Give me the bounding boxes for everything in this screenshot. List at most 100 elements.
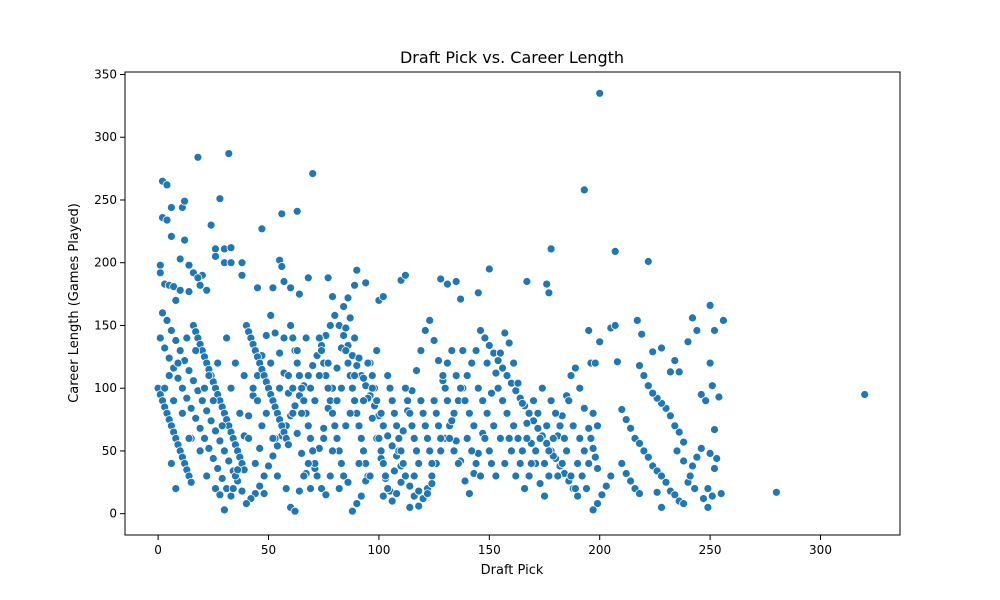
scatter-point: [586, 433, 596, 443]
scatter-point: [275, 383, 285, 393]
scatter-point: [544, 446, 554, 456]
scatter-point: [182, 333, 192, 343]
scatter-point: [610, 321, 620, 330]
scatter-point: [674, 427, 684, 437]
scatter-point: [350, 396, 360, 406]
scatter-point: [294, 486, 304, 496]
scatter-point: [175, 346, 185, 356]
scatter-point: [431, 408, 441, 418]
scatter-point: [303, 371, 313, 381]
scatter-point: [502, 408, 512, 418]
scatter-point: [359, 446, 368, 456]
scatter-point: [193, 152, 203, 162]
scatter-point: [334, 484, 344, 494]
scatter-point: [447, 346, 457, 356]
scatter-point: [546, 396, 556, 406]
scatter-point: [643, 452, 653, 462]
scatter-point: [180, 235, 190, 245]
scatter-point: [400, 383, 410, 393]
scatter-point: [710, 326, 719, 335]
scatter-point: [166, 326, 176, 335]
scatter-point: [332, 363, 342, 373]
scatter-point: [557, 459, 567, 468]
scatter-point: [180, 196, 190, 206]
scatter-point: [425, 446, 435, 456]
scatter-point: [347, 506, 357, 516]
scatter-point: [593, 464, 602, 473]
scatter-point: [319, 423, 329, 433]
scatter-point: [451, 371, 461, 381]
scatter-point: [202, 471, 212, 481]
scatter-point: [476, 471, 485, 481]
scatter-point: [259, 489, 269, 499]
scatter-point: [529, 396, 538, 406]
scatter-point: [412, 366, 421, 376]
scatter-point: [303, 421, 313, 431]
plot-frame: [124, 71, 901, 536]
scatter-point: [696, 390, 706, 399]
scatter-point: [535, 479, 545, 489]
scatter-point: [268, 451, 278, 461]
scatter-point: [617, 459, 627, 468]
scatter-point: [416, 346, 426, 356]
scatter-point: [237, 258, 247, 268]
scatter-point: [635, 438, 644, 448]
scatter-point: [206, 220, 216, 230]
scatter-point: [378, 459, 388, 468]
scatter-point: [566, 371, 576, 381]
scatter-point: [772, 487, 781, 497]
scatter-point: [325, 471, 335, 481]
scatter-point: [707, 491, 717, 501]
scatter-point: [219, 505, 229, 515]
scatter-point: [582, 484, 591, 494]
scatter-point: [339, 331, 349, 340]
scatter-point: [191, 346, 201, 356]
scatter-point: [462, 433, 472, 443]
scatter-point: [155, 260, 165, 270]
scatter-point: [257, 224, 267, 234]
scatter-point: [341, 346, 351, 356]
scatter-point: [226, 258, 236, 268]
scatter-point: [584, 423, 594, 433]
scatter-point: [387, 396, 397, 406]
scatter-point: [588, 443, 598, 453]
scatter-point: [621, 415, 631, 425]
scatter-point: [195, 423, 205, 433]
scatter-point: [367, 383, 377, 393]
scatter-point: [204, 371, 214, 381]
scatter-point: [184, 260, 194, 270]
scatter-point: [657, 343, 666, 353]
scatter-point: [626, 476, 635, 486]
scatter-point: [445, 433, 455, 443]
y-tick-label: 300: [94, 130, 117, 144]
scatter-point: [495, 348, 505, 358]
scatter-point: [314, 333, 324, 343]
scatter-point: [166, 459, 176, 468]
scatter-point: [200, 383, 209, 393]
scatter-point: [215, 194, 225, 204]
scatter-point: [292, 428, 302, 438]
scatter-point: [286, 283, 296, 293]
scatter-point: [339, 471, 349, 481]
scatter-point: [160, 383, 170, 393]
scatter-point: [279, 333, 289, 343]
scatter-point: [427, 479, 437, 489]
x-tick-label: 200: [588, 543, 611, 557]
scatter-point: [155, 333, 165, 343]
scatter-point: [560, 433, 569, 443]
scatter-point: [217, 474, 227, 483]
scatter-point: [343, 358, 353, 368]
scatter-point: [319, 433, 329, 443]
scatter-point: [506, 446, 516, 456]
scatter-point: [160, 343, 170, 353]
scatter-point: [489, 421, 499, 431]
scatter-point: [182, 393, 192, 403]
scatter-point: [480, 333, 490, 343]
scatter-point: [323, 358, 333, 368]
y-tick-label: 100: [94, 381, 117, 395]
scatter-point: [573, 459, 582, 468]
scatter-point: [566, 471, 576, 481]
scatter-point: [504, 338, 514, 348]
scatter-point: [332, 396, 342, 406]
scatter-point: [487, 459, 496, 468]
